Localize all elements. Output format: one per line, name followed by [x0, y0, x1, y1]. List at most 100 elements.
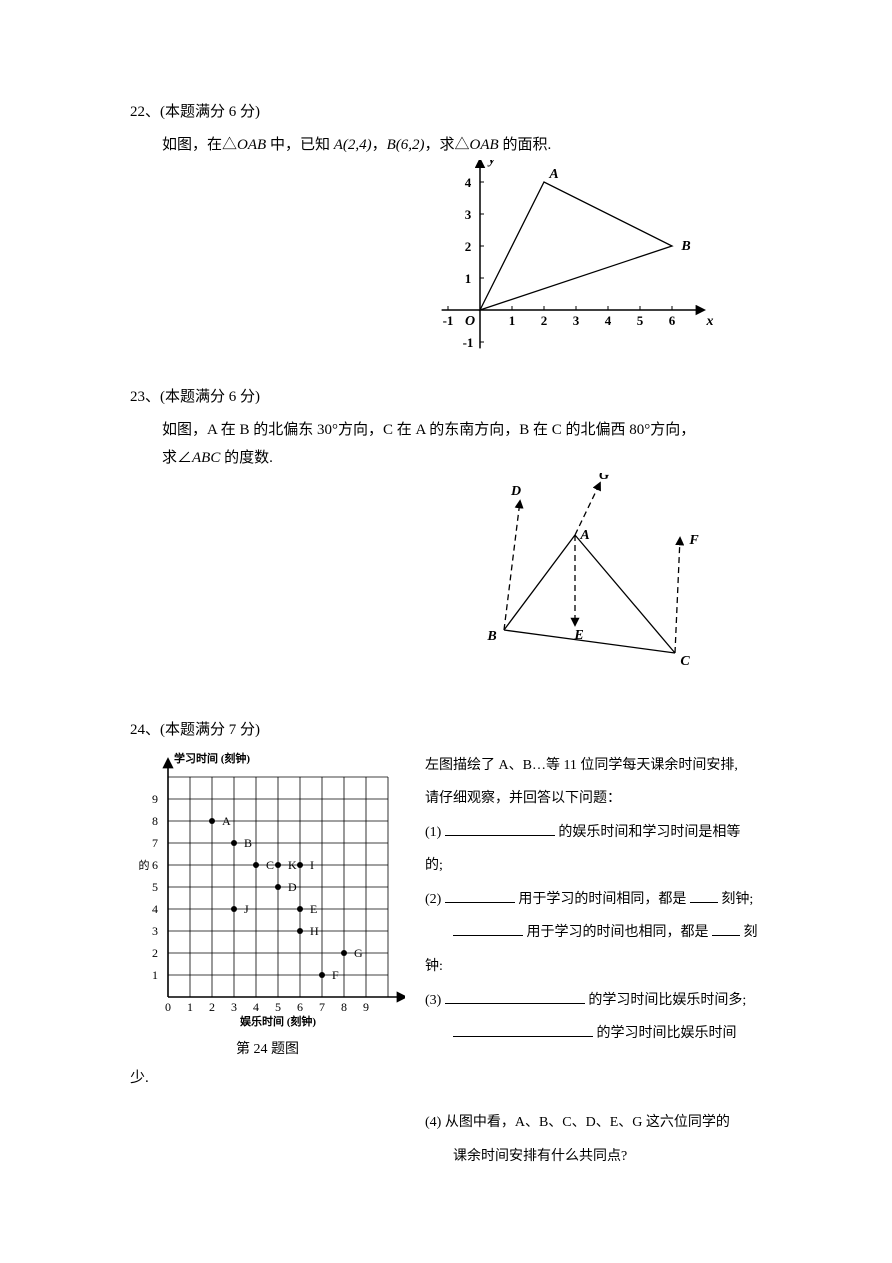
q24-q3a: 的学习时间比娱乐时间多;: [588, 993, 746, 1008]
svg-text:C: C: [266, 858, 274, 872]
q24-intro2: 请仔细观察，并回答以下问题：: [425, 782, 782, 816]
q23-l2a: 求∠: [162, 450, 192, 466]
q23-figure: ABCDEFG: [450, 473, 782, 688]
svg-text:8: 8: [341, 1000, 347, 1014]
q24-row1b: 的;: [425, 849, 782, 883]
svg-text:9: 9: [152, 792, 158, 806]
q24-questions: 左图描绘了 A、B…等 11 位同学每天课余时间安排, 请仔细观察，并回答以下问…: [425, 749, 782, 1051]
svg-text:O: O: [465, 314, 475, 329]
q24-q2b-unit2: 钟:: [425, 959, 443, 974]
q24-q2b: 用于学习的时间也相同，都是: [527, 925, 709, 940]
svg-text:G: G: [599, 473, 609, 483]
blank-3a: [445, 990, 585, 1004]
svg-text:I: I: [310, 858, 314, 872]
q24-q4: (4) 从图中看，A、B、C、D、E、G 这六位同学的 课余时间安排有什么共同点…: [425, 1106, 782, 1173]
svg-text:5: 5: [275, 1000, 281, 1014]
blank-2a2: [690, 889, 718, 903]
q22-t3: ，: [372, 137, 387, 153]
svg-text:F: F: [688, 533, 699, 548]
svg-text:E: E: [310, 902, 317, 916]
svg-text:3: 3: [231, 1000, 237, 1014]
q24-q4b: 课余时间安排有什么共同点?: [453, 1149, 627, 1164]
svg-text:D: D: [510, 484, 521, 499]
svg-text:A: A: [222, 814, 231, 828]
svg-text:4: 4: [152, 902, 158, 916]
svg-text:5: 5: [637, 313, 644, 328]
q24-intro1: 左图描绘了 A、B…等 11 位同学每天课余时间安排,: [425, 749, 782, 783]
q24-row2c: 钟:: [425, 950, 782, 984]
svg-text:学习时间 (刻钟): 学习时间 (刻钟): [174, 750, 250, 764]
q24-chart-block: 0123456789123456789的娱乐时间 (刻钟)学习时间 (刻钟)AB…: [130, 749, 405, 1058]
svg-text:J: J: [244, 902, 249, 916]
q22-t5: 的面积.: [499, 137, 552, 153]
q22-t4: ，求△: [425, 137, 470, 153]
q23-l2b: 的度数.: [220, 450, 273, 466]
q23-heading: 23、(本题满分 6 分): [130, 385, 782, 406]
q24-q4a: 从图中看，A、B、C、D、E、G 这六位同学的: [445, 1115, 730, 1130]
svg-text:A: A: [579, 528, 589, 543]
svg-text:的: 的: [139, 858, 150, 872]
svg-text:7: 7: [319, 1000, 325, 1014]
problem-23: 23、(本题满分 6 分) 如图，A 在 B 的北偏东 30°方向，C 在 A …: [130, 385, 782, 688]
svg-text:4: 4: [253, 1000, 259, 1014]
q22-heading: 22、(本题满分 6 分): [130, 100, 782, 121]
svg-text:2: 2: [152, 946, 158, 960]
svg-text:3: 3: [573, 313, 580, 328]
svg-text:2: 2: [465, 239, 472, 254]
q22-t1: 如图，在△: [162, 137, 237, 153]
svg-text:H: H: [310, 924, 319, 938]
q24-row4a: (4) 从图中看，A、B、C、D、E、G 这六位同学的: [425, 1106, 782, 1140]
q24-q1-trail: 的;: [425, 858, 443, 873]
q24-caption: 第 24 题图: [130, 1038, 405, 1058]
blank-2a: [445, 889, 515, 903]
svg-text:9: 9: [363, 1000, 369, 1014]
svg-text:K: K: [288, 858, 297, 872]
svg-text:1: 1: [152, 968, 158, 982]
svg-text:1: 1: [465, 271, 472, 286]
svg-text:D: D: [288, 880, 297, 894]
q23-line1: 如图，A 在 B 的北偏东 30°方向，C 在 A 的东南方向，B 在 C 的北…: [162, 416, 782, 445]
q23-abc: ABC: [192, 450, 220, 466]
q22-A: A(2,4): [334, 137, 372, 153]
svg-text:4: 4: [605, 313, 612, 328]
q22-chart: -1123456-11234OxyAB: [430, 160, 730, 350]
svg-text:3: 3: [152, 924, 158, 938]
blank-2b2: [712, 922, 740, 936]
q24-q2a: 用于学习的时间相同，都是: [518, 892, 686, 907]
q24-q3b: 的学习时间比娱乐时间: [597, 1026, 737, 1041]
svg-text:3: 3: [465, 207, 472, 222]
svg-text:7: 7: [152, 836, 158, 850]
q23-text: 如图，A 在 B 的北偏东 30°方向，C 在 A 的东南方向，B 在 C 的北…: [162, 416, 782, 473]
svg-text:F: F: [332, 968, 339, 982]
q22-oab2: OAB: [470, 137, 499, 153]
svg-text:C: C: [680, 654, 690, 669]
q24-chart: 0123456789123456789的娱乐时间 (刻钟)学习时间 (刻钟)AB…: [130, 749, 405, 1029]
q24-row3b: 的学习时间比娱乐时间: [425, 1017, 782, 1051]
svg-text:-1: -1: [463, 335, 474, 350]
svg-text:y: y: [487, 160, 496, 168]
blank-3b: [453, 1023, 593, 1037]
q22-figure: -1123456-11234OxyAB: [430, 160, 782, 355]
svg-text:G: G: [354, 946, 363, 960]
svg-text:5: 5: [152, 880, 158, 894]
q22-oab1: OAB: [237, 137, 266, 153]
q22-B: B(6,2): [387, 137, 425, 153]
q24-q3-label: (3): [425, 993, 441, 1008]
q24-row2a: (2) 用于学习的时间相同，都是 刻钟;: [425, 883, 782, 917]
problem-24: 24、(本题满分 7 分) 0123456789123456789的娱乐时间 (…: [130, 718, 782, 1174]
svg-text:8: 8: [152, 814, 158, 828]
svg-text:4: 4: [465, 175, 472, 190]
q24-q2a-unit: 刻钟;: [721, 892, 753, 907]
svg-text:A: A: [548, 167, 558, 182]
q23-diagram: ABCDEFG: [450, 473, 730, 683]
q24-q2-label: (2): [425, 892, 441, 907]
q24-row4b: 课余时间安排有什么共同点?: [425, 1140, 782, 1174]
svg-text:1: 1: [509, 313, 516, 328]
q22-t2: 中，已知: [266, 137, 334, 153]
problem-22: 22、(本题满分 6 分) 如图，在△OAB 中，已知 A(2,4)，B(6,2…: [130, 100, 782, 355]
svg-text:2: 2: [541, 313, 548, 328]
blank-2b: [453, 922, 523, 936]
svg-text:B: B: [486, 629, 496, 644]
q24-row1: (1) 的娱乐时间和学习时间是相等: [425, 816, 782, 850]
svg-text:6: 6: [297, 1000, 303, 1014]
